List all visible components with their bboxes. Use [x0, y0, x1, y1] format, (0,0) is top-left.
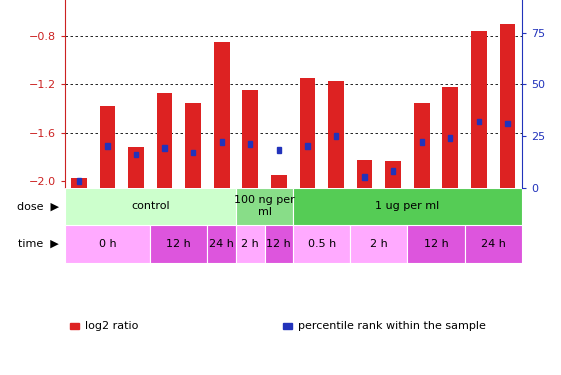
Bar	[420, 139, 424, 145]
Bar	[214, 42, 229, 188]
Bar	[236, 188, 293, 225]
Bar	[293, 188, 522, 225]
Bar	[191, 150, 195, 155]
Bar	[334, 133, 338, 139]
Bar	[71, 178, 86, 188]
Text: 12 h: 12 h	[167, 239, 191, 249]
Bar	[277, 147, 281, 153]
Bar	[443, 87, 458, 188]
Text: 0.5 h: 0.5 h	[307, 239, 336, 249]
Bar	[105, 143, 109, 149]
Bar	[77, 178, 81, 184]
Bar	[65, 188, 236, 225]
Text: 1 ug per ml: 1 ug per ml	[375, 201, 440, 211]
Bar	[477, 118, 481, 124]
Bar	[157, 93, 172, 188]
Text: percentile rank within the sample: percentile rank within the sample	[298, 321, 486, 331]
Bar	[134, 152, 138, 157]
Bar	[357, 160, 373, 188]
Bar	[65, 225, 150, 262]
Text: log2 ratio: log2 ratio	[85, 321, 138, 331]
Bar	[242, 90, 258, 188]
Bar	[300, 78, 315, 188]
Bar	[505, 121, 509, 126]
Text: 12 h: 12 h	[266, 239, 291, 249]
Bar	[236, 225, 265, 262]
Text: 24 h: 24 h	[481, 239, 505, 249]
Text: 2 h: 2 h	[370, 239, 388, 249]
Bar	[99, 106, 115, 188]
Bar	[350, 225, 407, 262]
Bar	[465, 225, 522, 262]
Bar	[362, 174, 367, 180]
Bar	[128, 147, 144, 188]
Text: time  ▶: time ▶	[18, 239, 59, 249]
Text: 2 h: 2 h	[241, 239, 259, 249]
Text: 12 h: 12 h	[424, 239, 448, 249]
Bar	[271, 176, 287, 188]
Bar	[150, 225, 208, 262]
Bar	[293, 225, 350, 262]
Bar	[219, 139, 224, 145]
Bar	[385, 161, 401, 188]
Bar	[391, 168, 396, 174]
Text: 0 h: 0 h	[99, 239, 116, 249]
Text: dose  ▶: dose ▶	[17, 201, 59, 211]
Bar	[414, 103, 430, 188]
Bar	[500, 24, 516, 188]
Bar	[471, 31, 487, 188]
Bar	[208, 225, 236, 262]
Bar	[407, 225, 465, 262]
Text: 100 ng per
ml: 100 ng per ml	[234, 195, 295, 217]
Bar	[328, 81, 344, 188]
Bar	[448, 135, 452, 141]
Bar	[248, 141, 252, 147]
Text: control: control	[131, 201, 169, 211]
Bar	[265, 225, 293, 262]
Bar	[305, 143, 310, 149]
Text: 24 h: 24 h	[209, 239, 234, 249]
Bar	[162, 146, 167, 151]
Bar	[185, 103, 201, 188]
